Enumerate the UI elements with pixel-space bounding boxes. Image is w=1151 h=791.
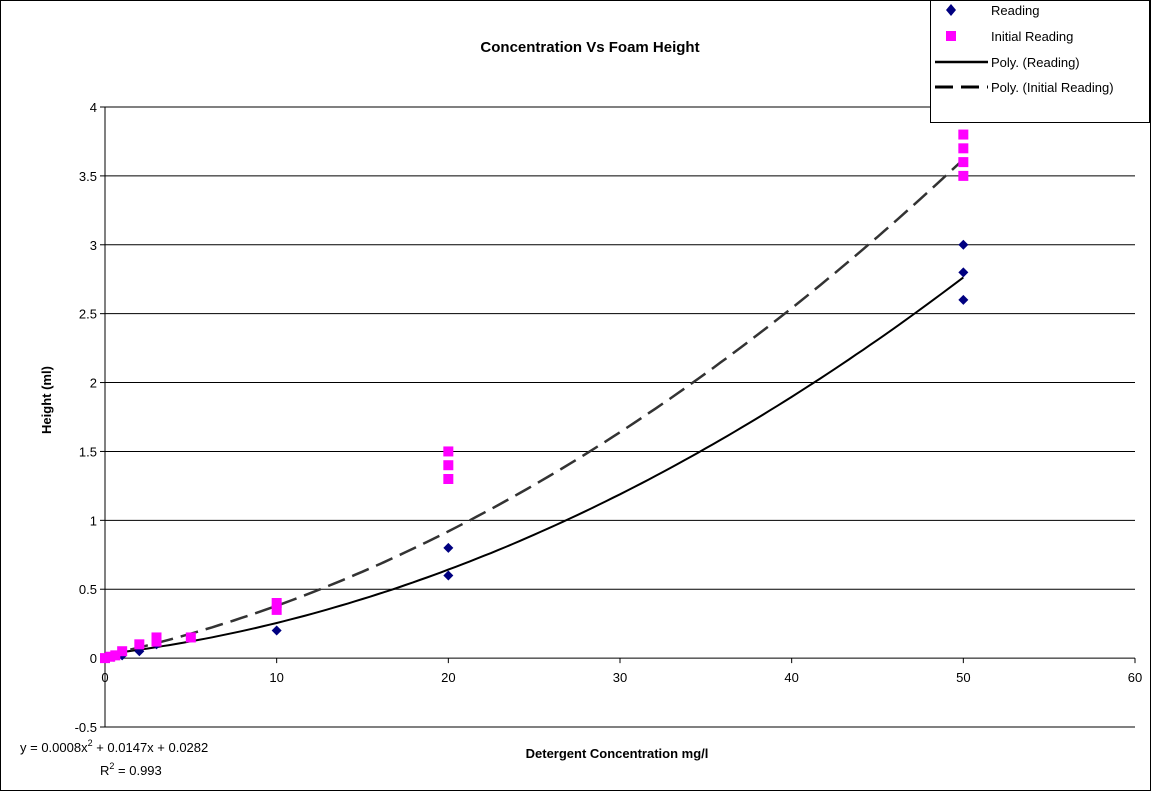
trendline-reading <box>104 276 964 656</box>
point-initial-reading <box>443 474 454 484</box>
x-tick-label: 40 <box>784 670 798 685</box>
legend-marker-initial-reading <box>946 31 956 41</box>
legend-label-poly-reading: Poly. (Reading) <box>991 55 1080 70</box>
equation-suffix: + 0.0147x + 0.0282 <box>93 740 209 755</box>
y-tick-label: 3.5 <box>79 169 97 184</box>
point-initial-reading <box>110 650 121 661</box>
y-tick-label: 1.5 <box>79 444 97 459</box>
y-tick-label: 3 <box>90 238 97 253</box>
point-initial-reading <box>958 170 969 181</box>
chart-title: Concentration Vs Foam Height <box>480 39 699 56</box>
y-tick-label: 1 <box>90 513 97 528</box>
point-reading <box>958 267 969 278</box>
legend-label-poly-initial: Poly. (Initial Reading) <box>991 80 1114 95</box>
point-reading <box>443 542 454 553</box>
point-initial-reading <box>117 646 128 657</box>
x-tick-label: 10 <box>269 670 283 685</box>
equation-prefix: y = 0.0008x <box>20 740 88 755</box>
x-tick-label: 30 <box>613 670 627 685</box>
legend-label-reading: Reading <box>991 3 1039 18</box>
legend-item-poly-initial: Poly. (Initial Reading) <box>935 80 1114 95</box>
y-tick-label: 2.5 <box>79 307 97 322</box>
point-reading <box>271 625 282 636</box>
point-initial-reading <box>100 653 110 664</box>
point-reading <box>443 570 454 581</box>
r-squared: R2 = 0.993 <box>100 761 162 778</box>
y-tick-label: -0.5 <box>75 720 97 735</box>
trend-equation: y = 0.0008x2 + 0.0147x + 0.0282 <box>20 738 208 755</box>
legend-item-reading: Reading <box>946 3 1039 18</box>
point-initial-reading <box>271 598 282 608</box>
equation-exponent: 2 <box>88 738 93 748</box>
trendline-initial-reading <box>104 158 965 657</box>
data-points <box>100 129 969 664</box>
r2-suffix: = 0.993 <box>114 763 161 778</box>
axes <box>100 106 1136 728</box>
r2-prefix: R <box>100 763 109 778</box>
point-initial-reading <box>271 604 282 615</box>
point-initial-reading <box>134 639 145 650</box>
point-initial-reading <box>958 129 969 140</box>
y-tick-label: 0 <box>90 651 97 666</box>
gridlines <box>105 106 1135 728</box>
legend-label-initial-reading: Initial Reading <box>991 29 1073 44</box>
y-tick-label: 0.5 <box>79 582 97 597</box>
legend: Reading Initial Reading Poly. (Reading) … <box>930 0 1150 123</box>
point-reading <box>958 294 969 305</box>
y-tick-label: 2 <box>90 376 97 391</box>
x-axis-label: Detergent Concentration mg/l <box>526 746 709 761</box>
x-tick-label: 20 <box>441 670 455 685</box>
point-initial-reading <box>185 632 196 643</box>
point-initial-reading <box>958 157 969 168</box>
legend-marker-reading <box>946 4 956 16</box>
point-initial-reading <box>443 446 454 457</box>
r2-exponent: 2 <box>109 761 114 771</box>
point-initial-reading <box>958 143 969 154</box>
x-tick-label: 0 <box>101 670 108 685</box>
legend-canvas: Reading Initial Reading Poly. (Reading) … <box>935 3 1114 95</box>
point-initial-reading <box>151 632 162 643</box>
y-tick-label: 4 <box>90 100 97 115</box>
trendlines <box>104 158 965 657</box>
tick-labels: -0.500.511.522.533.540 10 20 30 40 50 60 <box>75 100 1143 735</box>
point-initial-reading <box>443 460 454 471</box>
x-tick-label: 50 <box>956 670 970 685</box>
x-tick-label: 60 <box>1128 670 1142 685</box>
legend-item-initial-reading: Initial Reading <box>946 29 1073 44</box>
point-reading <box>958 239 969 250</box>
legend-item-poly-reading: Poly. (Reading) <box>935 55 1080 70</box>
y-axis-label: Height (ml) <box>39 366 54 434</box>
point-initial-reading <box>105 651 116 662</box>
